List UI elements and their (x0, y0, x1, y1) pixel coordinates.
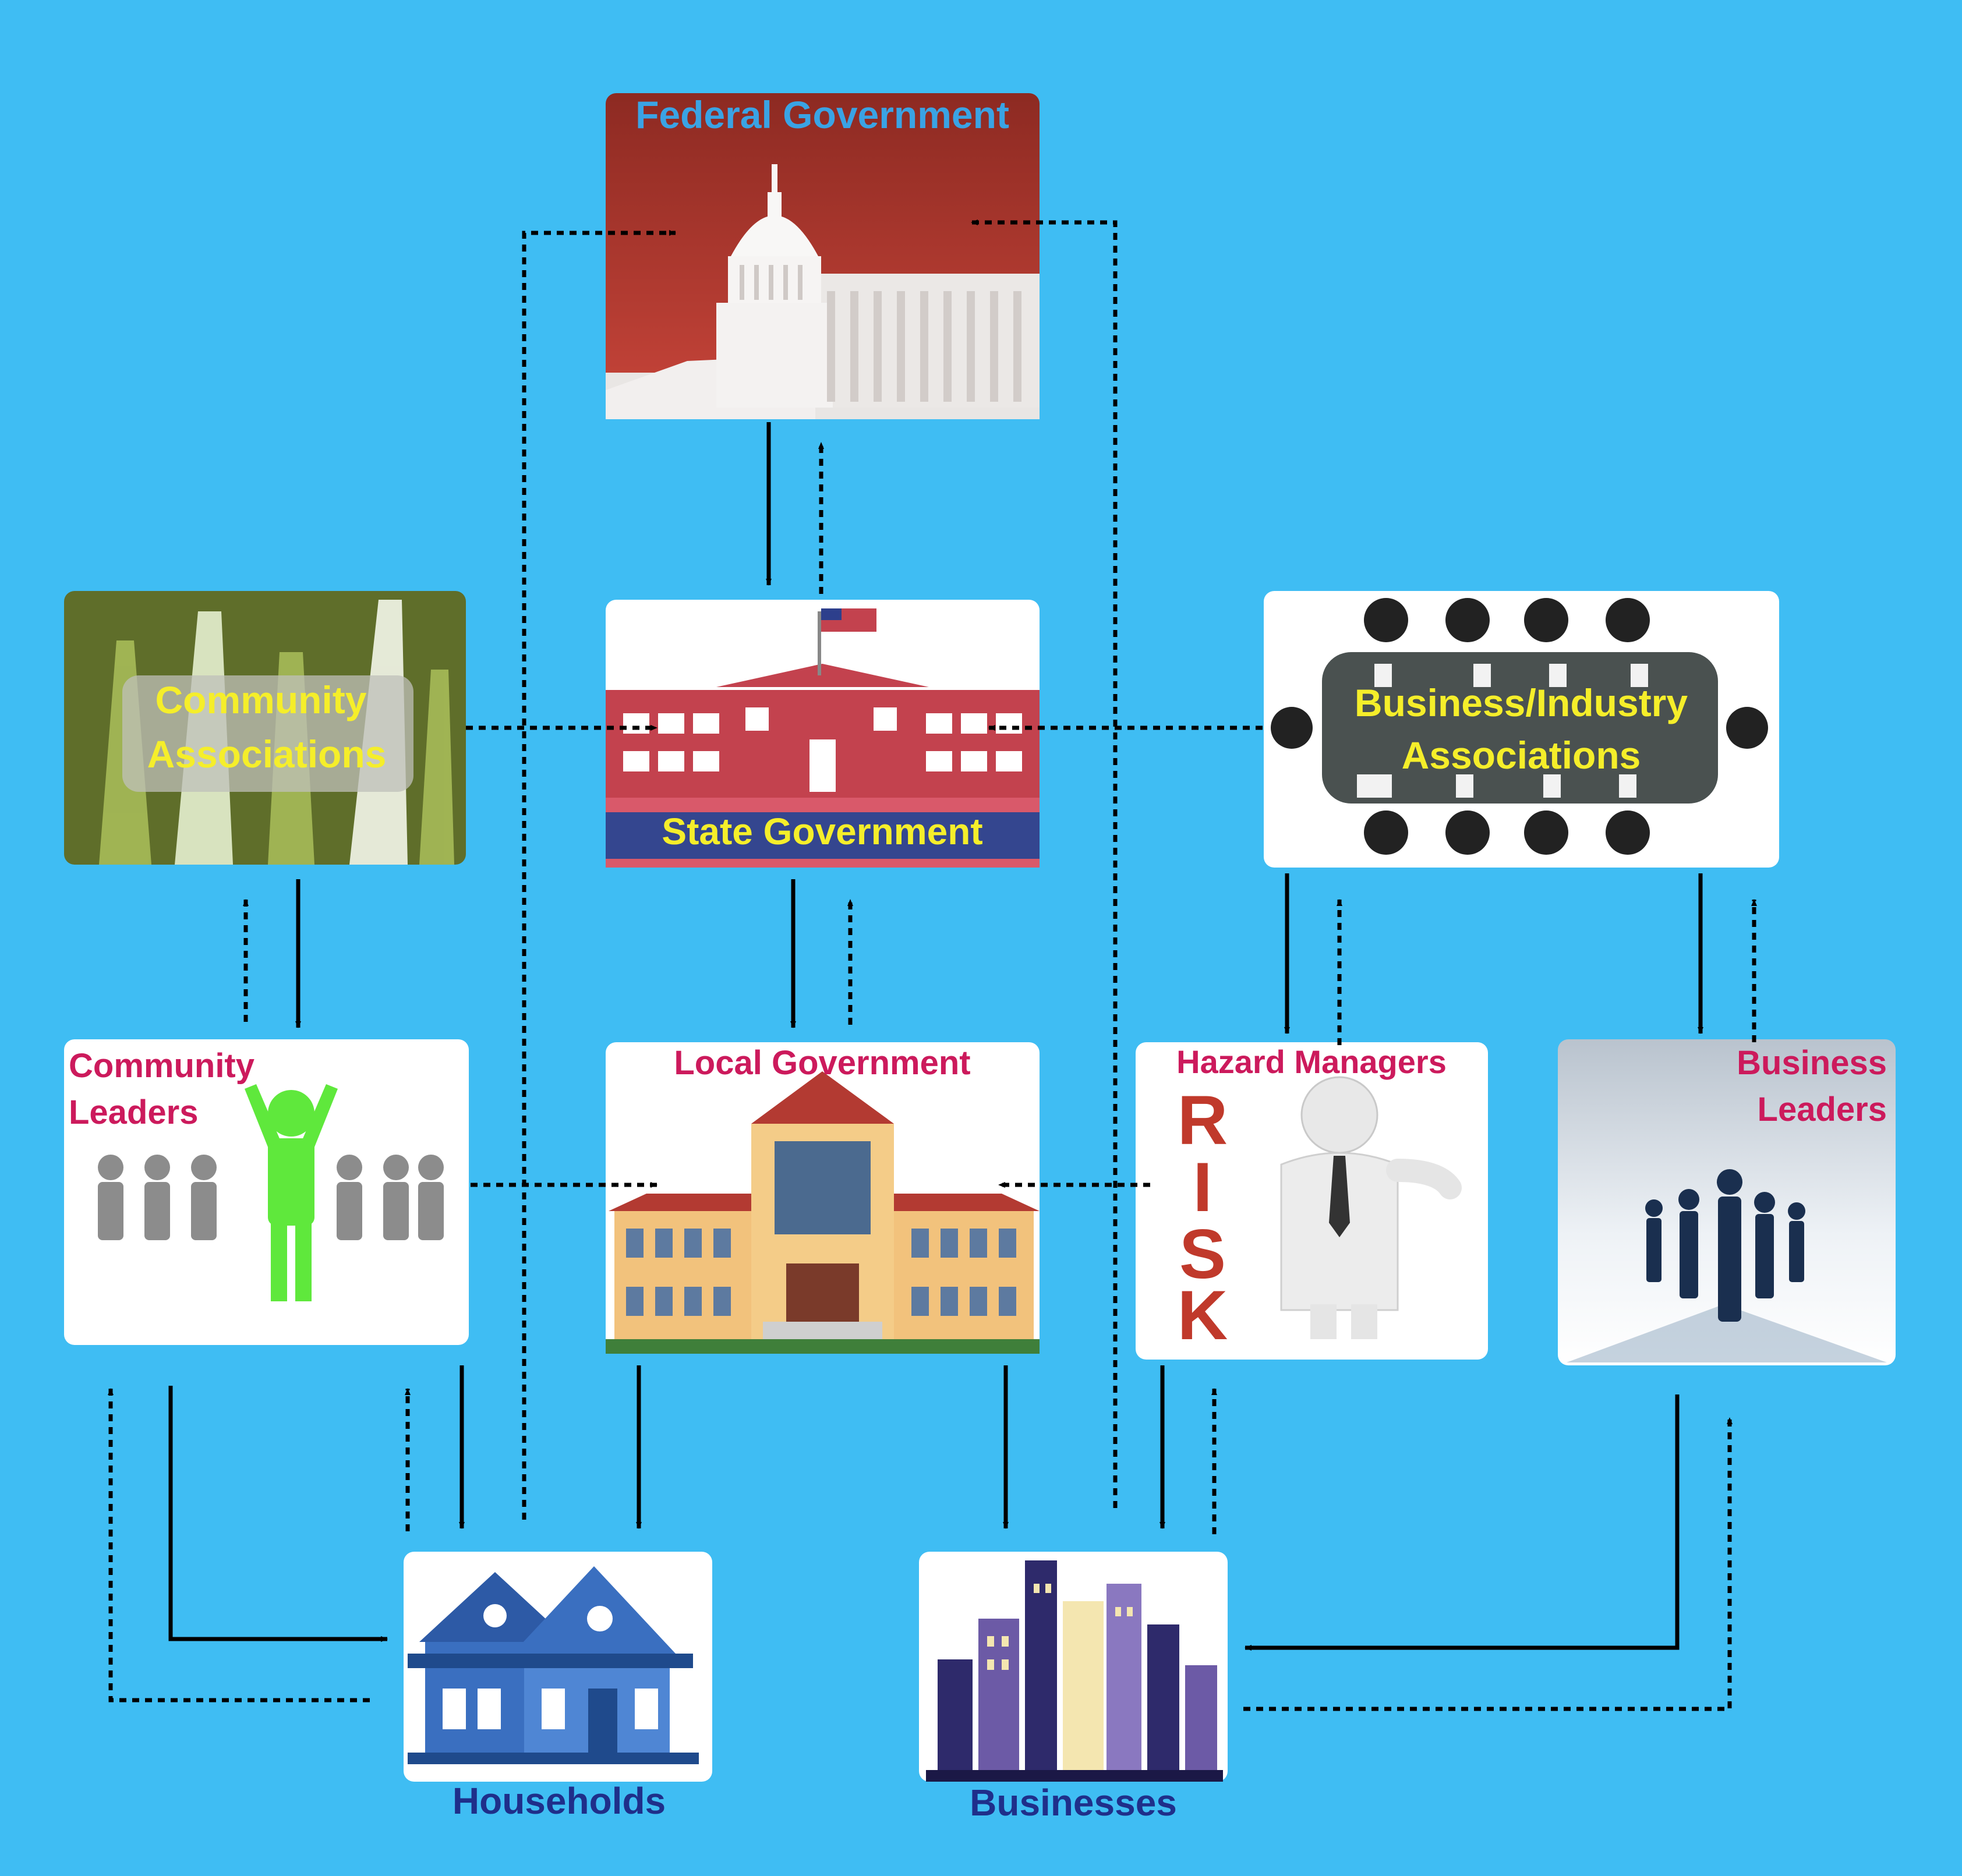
node-business-industry-associations: Business/Industry Associations (1264, 591, 1779, 868)
state-capitol-icon (606, 608, 1040, 868)
federal-government-label: Federal Government (635, 93, 1009, 136)
arrow-business-leaders-to-businesses (1245, 1394, 1680, 1651)
community-associations-label-line2: Associations (147, 732, 387, 776)
risk-letter-r: R (1178, 1081, 1228, 1159)
node-community-leaders: Community Leaders (64, 1039, 469, 1345)
local-government-label: Local Government (674, 1044, 970, 1082)
capitol-building-icon (606, 164, 1040, 419)
city-hall-icon (606, 1071, 1040, 1354)
hazard-managers-label: Hazard Managers (1176, 1043, 1447, 1080)
business-industry-associations-label-line1: Business/Industry (1355, 681, 1688, 724)
conference-table-icon (1271, 598, 1768, 855)
node-households: Households (404, 1552, 712, 1822)
node-state-government: State Government (606, 600, 1040, 868)
arrow-households-to-community-leaders (108, 1388, 370, 1702)
crowd-with-leader-icon (98, 1084, 444, 1301)
business-team-silhouette-icon (1567, 1169, 1887, 1362)
business-leaders-label-line2: Leaders (1758, 1091, 1887, 1128)
risk-letter-k: K (1178, 1276, 1228, 1354)
community-leaders-label-line2: Leaders (69, 1093, 198, 1131)
raised-hands-icon (99, 600, 454, 865)
node-hazard-managers: R I S K Hazard Managers (1136, 1042, 1488, 1360)
city-skyline-icon (926, 1560, 1223, 1782)
arrow-households-to-federal (522, 230, 676, 1520)
node-business-leaders: Business Leaders (1558, 1039, 1896, 1365)
arrow-community-leaders-to-households (168, 1386, 388, 1642)
state-government-label: State Government (662, 810, 982, 852)
businesses-label: Businesses (970, 1782, 1177, 1824)
3d-businessman-icon (1280, 1076, 1462, 1339)
node-local-government: Local Government (606, 1042, 1040, 1354)
arrow-businesses-to-federal (971, 220, 1118, 1508)
business-leaders-label-line1: Business (1737, 1044, 1887, 1082)
node-federal-government: Federal Government (606, 93, 1040, 419)
node-businesses: Businesses (919, 1552, 1228, 1824)
households-label: Households (453, 1780, 666, 1822)
risk-letter-i: I (1193, 1148, 1212, 1226)
risk-letter-s: S (1179, 1215, 1226, 1293)
community-associations-label-line1: Community (155, 678, 367, 721)
arrow-businesses-to-business-leaders (1243, 1417, 1733, 1711)
house-icon (408, 1566, 699, 1764)
community-leaders-label-line1: Community (69, 1047, 254, 1085)
business-industry-associations-label-line2: Associations (1402, 734, 1641, 777)
node-community-associations: Community Associations (64, 591, 466, 865)
